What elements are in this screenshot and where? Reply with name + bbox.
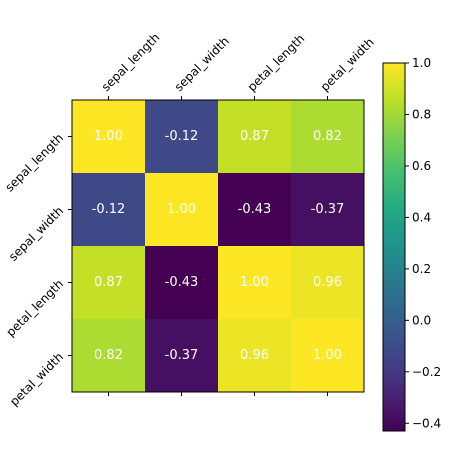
heatmap-cell-3-2 <box>218 319 291 392</box>
cell-value-label-2-0: 0.87 <box>94 275 123 290</box>
cell-value-label-1-0: -0.12 <box>92 202 126 217</box>
heatmap-cell-3-0 <box>72 319 145 392</box>
colorbar-tick-label-5: 0.0 <box>412 313 431 327</box>
heatmap-cell-1-0 <box>72 173 145 246</box>
cell-value-label-2-3: 0.96 <box>313 275 342 290</box>
heatmap-cell-0-3 <box>291 100 364 173</box>
y-tick-label-2: petal_length <box>3 277 66 340</box>
cell-value-label-1-3: -0.37 <box>311 202 345 217</box>
cell-value-label-0-1: -0.12 <box>165 129 199 144</box>
y-tick-label-0: sepal_length <box>2 131 66 195</box>
cell-value-label-2-1: -0.43 <box>165 275 199 290</box>
colorbar-tick-label-7: −0.4 <box>412 416 441 430</box>
y-tick-label-1: sepal_width <box>6 204 66 264</box>
heatmap-cell-3-1 <box>145 319 218 392</box>
cell-value-label-3-0: 0.82 <box>94 348 123 363</box>
colorbar-tick-label-1: 0.8 <box>412 107 431 121</box>
cell-value-label-3-3: 1.00 <box>313 348 342 363</box>
y-tick-label-3: petal_width <box>7 350 66 409</box>
cell-value-label-1-1: 1.00 <box>167 202 196 217</box>
cell-value-label-2-2: 1.00 <box>240 275 269 290</box>
cell-value-label-1-2: -0.43 <box>238 202 272 217</box>
plot-frame <box>71 99 365 393</box>
x-tick-label-3: petal_width <box>318 35 377 94</box>
cell-value-label-0-3: 0.82 <box>313 129 342 144</box>
colorbar-tick-label-0: 1.0 <box>412 56 431 70</box>
cell-value-label-0-0: 1.00 <box>94 129 123 144</box>
x-tick-label-1: sepal_width <box>172 34 232 94</box>
heatmap-cell-0-1 <box>145 100 218 173</box>
heatmap-cell-2-3 <box>291 246 364 319</box>
cell-value-label-3-1: -0.37 <box>165 348 199 363</box>
heatmap-cell-0-0 <box>72 100 145 173</box>
colorbar: 1.0 0.8 0.6 0.4 0.2 0.0 −0.2 −0.4 <box>382 56 441 432</box>
heatmap-cell-1-3 <box>291 173 364 246</box>
y-axis-ticks: sepal_length sepal_width petal_lengthpetal… <box>2 131 72 409</box>
x-tick-label-0: sepal_length <box>99 30 163 94</box>
colorbar-frame <box>382 62 406 432</box>
heatmap-cell-0-2 <box>218 100 291 173</box>
colorbar-gradient <box>383 63 405 431</box>
heatmap-cell-2-1 <box>145 246 218 319</box>
heatmap-cell-3-3 <box>291 319 364 392</box>
colorbar-tick-label-3: 0.4 <box>412 210 431 224</box>
heatmap-cell-2-2 <box>218 246 291 319</box>
colorbar-tick-label-4: 0.2 <box>412 262 431 276</box>
cell-value-label-3-2: 0.96 <box>240 348 269 363</box>
heatmap-cells <box>72 100 364 392</box>
heatmap-cell-1-2 <box>218 173 291 246</box>
heatmap-cell-labels: 1.00 -0.12 0.87 0.82 -0.12 1.00 -0.43 -0.37 0.87… <box>92 129 345 363</box>
colorbar-tick-label-2: 0.6 <box>412 159 431 173</box>
heatmap-cell-1-1 <box>145 173 218 246</box>
colorbar-tick-label-6: −0.2 <box>412 365 441 379</box>
cell-value-label-0-2: 0.87 <box>240 129 269 144</box>
heatmap-cell-2-0 <box>72 246 145 319</box>
x-tick-label-2: petal_length <box>245 31 308 94</box>
